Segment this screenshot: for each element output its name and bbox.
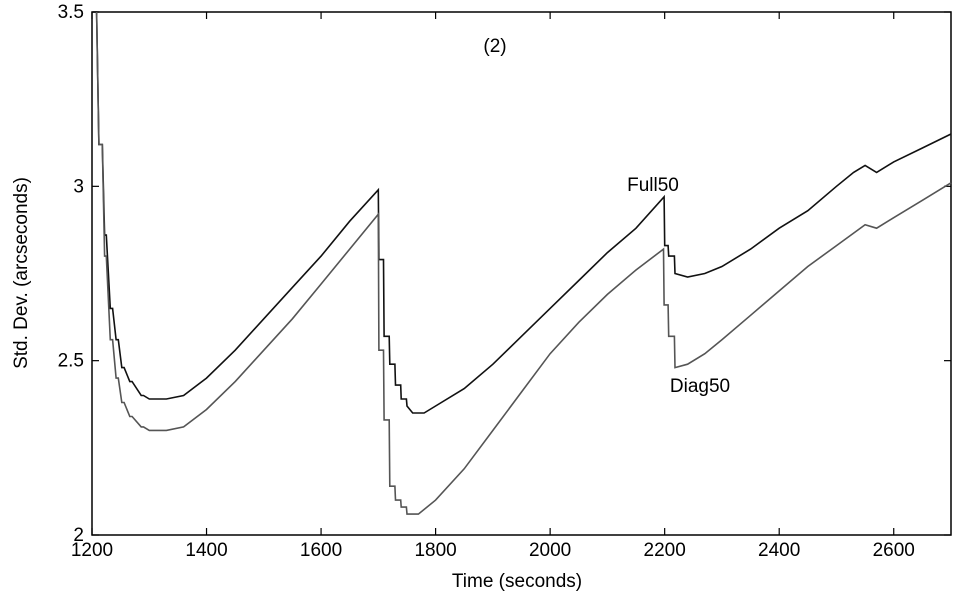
series-line-full50 xyxy=(93,11,952,414)
x-tick-label: 1400 xyxy=(185,540,227,561)
x-tick-label: 2000 xyxy=(529,540,571,561)
x-tick-label: 2600 xyxy=(873,540,915,561)
y-axis-title: Std. Dev. (arcseconds) xyxy=(11,177,32,369)
plot-area-border xyxy=(91,11,952,536)
y-tick-label: 2.5 xyxy=(58,351,84,372)
series-line-diag50 xyxy=(95,11,952,515)
x-tick-label: 1200 xyxy=(71,540,113,561)
y-tick-label: 3 xyxy=(73,176,84,197)
x-axis-title: Time (seconds) xyxy=(452,571,582,592)
x-tick-label: 1600 xyxy=(300,540,342,561)
y-axis-ticks: 2 2.5 3 3.5 xyxy=(58,2,951,546)
series-label-diag50: Diag50 xyxy=(670,376,730,397)
x-tick-label: 2400 xyxy=(758,540,800,561)
series-layer xyxy=(93,11,952,515)
plot-frame xyxy=(91,11,952,536)
y-tick-label: 2 xyxy=(73,525,84,546)
x-tick-label: 2200 xyxy=(644,540,686,561)
y-tick-label: 3.5 xyxy=(58,2,84,23)
series-label-full50: Full50 xyxy=(627,175,679,196)
x-tick-label: 1800 xyxy=(414,540,456,561)
panel-label: (2) xyxy=(483,36,506,57)
x-axis-ticks: 1200 1400 1600 1800 2000 2200 2400 2600 xyxy=(71,12,915,561)
